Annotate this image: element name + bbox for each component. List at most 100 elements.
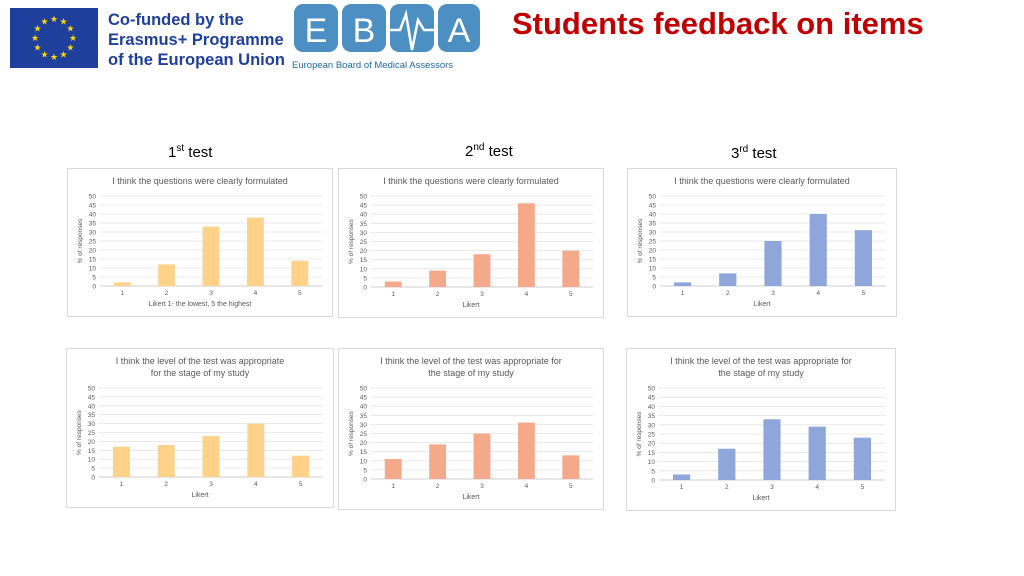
eu-logo-text: Co-funded by the Erasmus+ Programme of t… bbox=[108, 10, 285, 70]
y-tick-label: 35 bbox=[360, 413, 368, 420]
column-label-rest: test bbox=[484, 143, 513, 160]
y-tick-label: 15 bbox=[648, 450, 656, 457]
y-axis-label: % of responses bbox=[77, 218, 84, 264]
eu-star-icon: ★ bbox=[66, 24, 74, 34]
x-tick-label: 1 bbox=[391, 291, 395, 298]
eu-line-2: Erasmus+ Programme bbox=[108, 31, 284, 49]
eu-star-icon: ★ bbox=[50, 52, 58, 62]
bar-likert-3 bbox=[473, 433, 491, 479]
bar-likert-4 bbox=[809, 214, 827, 286]
bar-likert-3 bbox=[202, 226, 220, 286]
column-label-rest: test bbox=[184, 144, 213, 161]
x-tick-label: 3 bbox=[771, 290, 775, 297]
bar-likert-5 bbox=[562, 250, 580, 287]
eu-star-icon: ★ bbox=[40, 49, 48, 59]
eu-logo: ★ ★ ★ ★ ★ ★ ★ ★ ★ ★ ★ ★ Co-funded by the Erasmus+ P… bbox=[4, 2, 288, 70]
x-tick-label: 2 bbox=[725, 484, 729, 491]
eu-line-3: of the European Union bbox=[108, 51, 285, 69]
x-tick-label: 5 bbox=[298, 290, 302, 297]
eu-star-icon: ★ bbox=[69, 33, 77, 43]
chart-title: the stage of my study bbox=[718, 368, 804, 378]
y-tick-label: 0 bbox=[651, 478, 655, 485]
x-tick-label: 1 bbox=[120, 481, 124, 488]
ebma-logo: E B A European Board of Medical Assessor… bbox=[292, 0, 482, 74]
x-axis-label: Likert bbox=[191, 492, 208, 499]
y-tick-label: 5 bbox=[363, 275, 367, 282]
y-tick-label: 50 bbox=[360, 386, 368, 393]
column-label-sup: nd bbox=[473, 142, 485, 153]
chart-test2-clarity: I think the questions were clearly formu… bbox=[338, 168, 604, 318]
y-tick-label: 35 bbox=[360, 221, 368, 228]
bar-chart: I think the level of the test was approp… bbox=[76, 356, 323, 499]
ebma-subtitle: European Board of Medical Assessors bbox=[292, 60, 454, 71]
eu-star-icon: ★ bbox=[50, 14, 58, 24]
bar-likert-1 bbox=[384, 458, 402, 479]
x-tick-label: 2 bbox=[164, 481, 168, 488]
page-title: Students feedback on items bbox=[512, 6, 924, 41]
bar-likert-1 bbox=[674, 282, 692, 286]
y-tick-label: 10 bbox=[648, 459, 656, 466]
x-tick-label: 5 bbox=[569, 483, 573, 490]
y-tick-label: 35 bbox=[89, 221, 97, 228]
y-tick-label: 25 bbox=[360, 239, 368, 246]
y-tick-label: 15 bbox=[88, 448, 96, 455]
x-tick-label: 1 bbox=[391, 483, 395, 490]
bar-likert-5 bbox=[292, 455, 310, 477]
y-tick-label: 20 bbox=[360, 440, 368, 447]
bar-likert-3 bbox=[764, 241, 782, 286]
bar-likert-4 bbox=[247, 423, 265, 477]
y-tick-label: 35 bbox=[649, 221, 657, 228]
y-tick-label: 0 bbox=[92, 284, 96, 291]
y-tick-label: 50 bbox=[88, 386, 96, 393]
x-axis-label: Likert 1- the lowest, 5 the highest bbox=[149, 301, 252, 308]
x-tick-label: 2 bbox=[165, 290, 169, 297]
ebma-letter-a: A bbox=[448, 12, 471, 50]
y-tick-label: 50 bbox=[648, 386, 656, 393]
chart-title: the stage of my study bbox=[428, 368, 514, 378]
y-tick-label: 40 bbox=[648, 404, 656, 411]
x-axis-label: Likert bbox=[753, 301, 770, 308]
y-tick-label: 40 bbox=[360, 212, 368, 219]
x-axis-label: Likert bbox=[462, 494, 479, 501]
y-tick-label: 40 bbox=[649, 212, 657, 219]
y-tick-label: 30 bbox=[360, 422, 368, 429]
y-tick-label: 30 bbox=[88, 421, 96, 428]
y-tick-label: 50 bbox=[89, 194, 97, 201]
x-tick-label: 3 bbox=[480, 483, 484, 490]
y-tick-label: 45 bbox=[360, 395, 368, 402]
y-tick-label: 30 bbox=[648, 422, 656, 429]
y-tick-label: 15 bbox=[360, 257, 368, 264]
y-axis-label: % of responses bbox=[348, 410, 355, 456]
column-label-test-1: 1st test bbox=[168, 143, 212, 161]
chart-test1-level: I think the level of the test was approp… bbox=[66, 348, 334, 508]
y-axis-label: % of responses bbox=[76, 409, 83, 455]
y-tick-label: 10 bbox=[360, 458, 368, 465]
column-label-num: 2 bbox=[465, 143, 474, 160]
y-tick-label: 10 bbox=[360, 266, 368, 273]
y-tick-label: 25 bbox=[88, 430, 96, 437]
bar-likert-1 bbox=[112, 446, 130, 477]
y-tick-label: 30 bbox=[360, 230, 368, 237]
y-tick-label: 20 bbox=[88, 439, 96, 446]
x-tick-label: 1 bbox=[680, 484, 684, 491]
x-tick-label: 4 bbox=[525, 483, 529, 490]
x-tick-label: 5 bbox=[569, 291, 573, 298]
y-tick-label: 5 bbox=[92, 275, 96, 282]
y-tick-label: 30 bbox=[89, 230, 97, 237]
chart-test3-level: I think the level of the test was approp… bbox=[626, 348, 896, 511]
bar-likert-3 bbox=[473, 254, 491, 287]
column-label-sup: st bbox=[176, 143, 185, 154]
y-tick-label: 20 bbox=[89, 248, 97, 255]
y-tick-label: 50 bbox=[360, 194, 368, 201]
y-tick-label: 10 bbox=[89, 266, 97, 273]
y-tick-label: 5 bbox=[363, 467, 367, 474]
x-axis-label: Likert bbox=[752, 495, 769, 502]
chart-title: I think the questions were clearly formu… bbox=[383, 176, 559, 186]
eu-star-icon: ★ bbox=[31, 33, 39, 43]
ebma-letter-e: E bbox=[305, 12, 328, 50]
y-tick-label: 20 bbox=[360, 248, 368, 255]
bar-likert-5 bbox=[291, 260, 309, 286]
eu-flag-icon: ★ ★ ★ ★ ★ ★ ★ ★ ★ ★ ★ ★ bbox=[10, 8, 98, 68]
chart-test2-level: I think the level of the test was approp… bbox=[338, 348, 604, 510]
bar-likert-1 bbox=[384, 281, 402, 287]
